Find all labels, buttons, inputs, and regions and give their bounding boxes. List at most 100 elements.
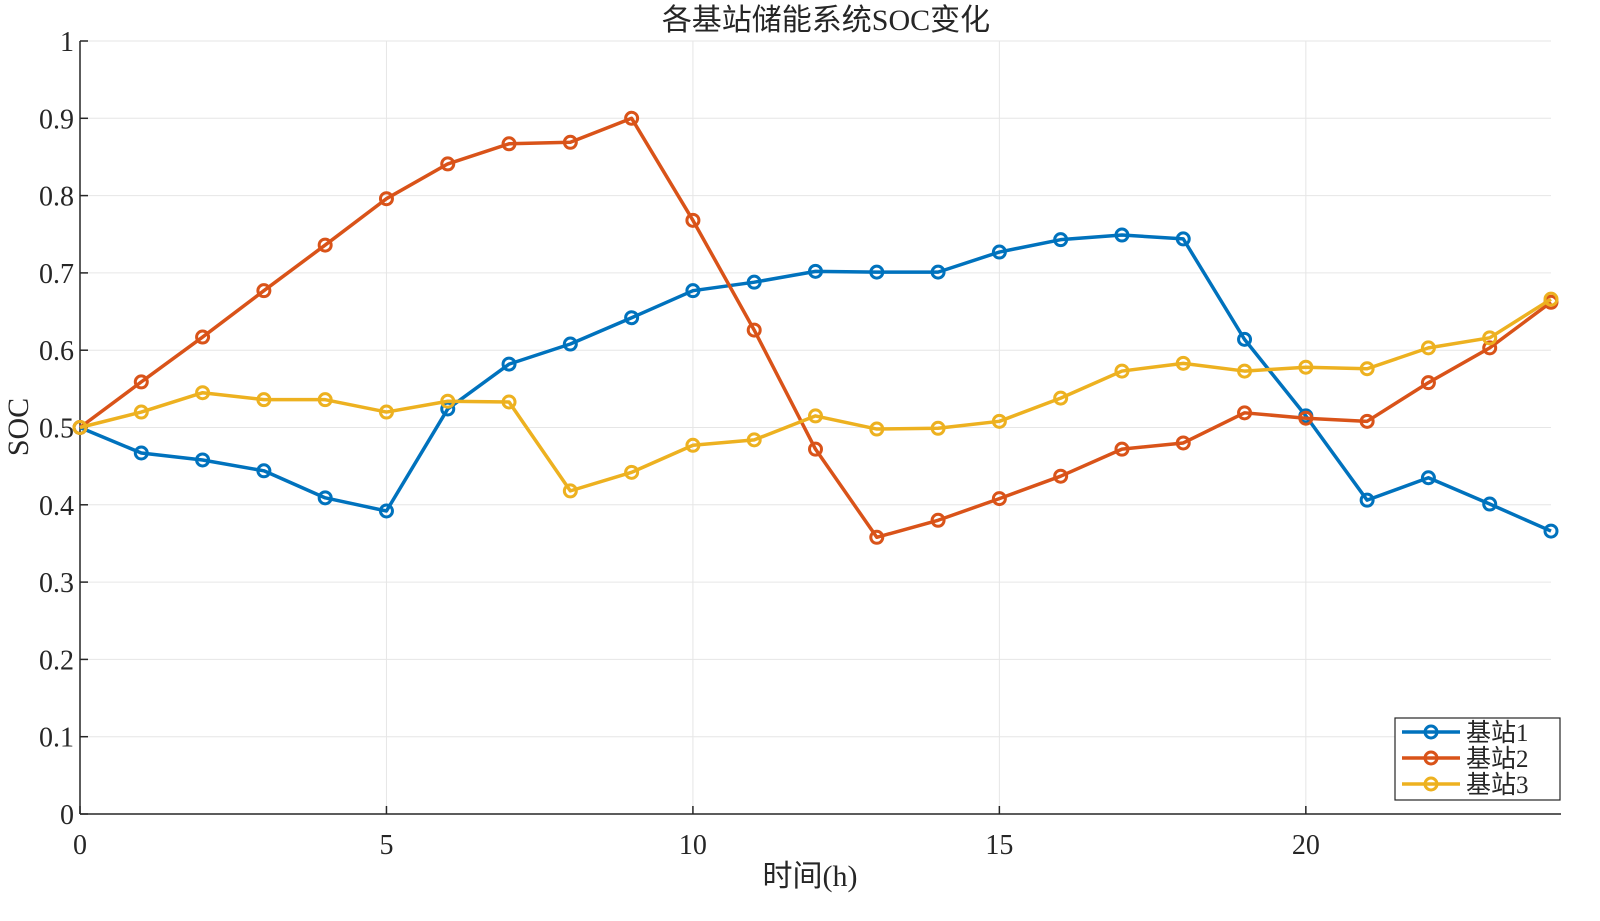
x-tick-label: 20 (1292, 830, 1320, 861)
x-tick-label: 10 (679, 830, 707, 861)
y-tick-label: 0.6 (39, 336, 74, 367)
legend-item: 基站2 (1402, 745, 1529, 773)
data-point (1543, 291, 1559, 307)
legend-label: 基站3 (1466, 771, 1529, 799)
data-point (808, 441, 823, 457)
grid (79, 40, 1551, 815)
data-point (440, 393, 456, 409)
y-tick-label: 0.5 (39, 414, 74, 445)
data-point (991, 491, 1007, 507)
data-point (869, 264, 885, 280)
series-line (79, 233, 1552, 533)
data-point (1053, 390, 1069, 406)
data-point (1114, 441, 1130, 457)
data-point (501, 394, 517, 410)
legend-marker (1423, 776, 1439, 792)
data-point (930, 512, 946, 528)
legend-item: 基站1 (1402, 719, 1529, 747)
data-point (562, 134, 578, 150)
data-point (440, 156, 456, 172)
data-point (624, 110, 640, 126)
data-point (991, 244, 1007, 260)
data-point (869, 421, 885, 437)
x-tick-label: 5 (379, 830, 393, 861)
chart-title: 各基站储能系统SOC变化 (662, 4, 990, 37)
data-point (256, 283, 272, 299)
legend-label: 基站2 (1466, 745, 1529, 773)
axes: 0 5 10 15 20 0 0.1 0.2 0.3 0.4 0.5 0.6 0.7 0.8 0.9 1 (39, 27, 1561, 861)
data-point (1482, 340, 1498, 356)
data-point (378, 404, 394, 420)
data-point (746, 432, 762, 448)
y-tick-label: 0.4 (39, 491, 74, 522)
series-1 (72, 227, 1559, 539)
legend-label: 基站1 (1466, 719, 1529, 747)
y-axis-label: SOC (2, 398, 35, 456)
legend-item: 基站3 (1402, 771, 1529, 799)
data-point (195, 385, 211, 401)
data-point (1175, 355, 1191, 371)
data-point (317, 392, 333, 408)
data-point (1482, 330, 1498, 346)
data-point (317, 237, 333, 253)
data-point (685, 437, 701, 453)
y-tick-label: 0 (60, 800, 74, 831)
data-point (869, 529, 885, 545)
data-point (1298, 410, 1314, 426)
data-point (1359, 413, 1375, 429)
data-point (1237, 405, 1253, 421)
data-point (624, 310, 640, 326)
series-line (78, 116, 1553, 540)
data-point (808, 263, 823, 279)
data-point (1237, 331, 1253, 347)
data-point (378, 191, 394, 207)
series-2 (72, 110, 1559, 545)
y-tick-label: 0.9 (39, 104, 74, 135)
data-point (378, 503, 394, 519)
data-point (256, 463, 272, 479)
y-tick-label: 0.1 (39, 723, 74, 754)
series-group (72, 110, 1559, 545)
y-tick-label: 0.2 (39, 645, 74, 676)
data-point (562, 336, 578, 352)
data-point (1420, 375, 1436, 391)
y-tick-label: 1 (60, 27, 74, 58)
data-point (1114, 363, 1130, 379)
data-point (624, 464, 640, 480)
series-3 (72, 291, 1559, 499)
data-point (1053, 468, 1069, 484)
data-point (1237, 363, 1253, 379)
y-tick-label: 0.7 (39, 259, 74, 290)
data-point (1175, 231, 1191, 247)
data-point (72, 420, 88, 435)
data-point (1359, 361, 1375, 377)
data-point (133, 374, 149, 390)
data-point (685, 212, 701, 228)
data-point (685, 283, 701, 299)
data-point (808, 408, 823, 424)
data-point (1420, 340, 1436, 356)
data-point (930, 420, 946, 436)
data-point (746, 322, 762, 338)
data-point (1359, 492, 1375, 508)
data-point (195, 452, 211, 468)
data-point (991, 413, 1007, 429)
data-point (195, 329, 211, 345)
x-axis-label: 时间(h) (763, 860, 858, 893)
data-point (501, 356, 517, 372)
y-tick-label: 0.8 (39, 182, 74, 213)
data-point (1175, 435, 1191, 451)
data-point (1482, 496, 1498, 512)
data-point (1298, 359, 1314, 375)
legend-marker (1423, 750, 1439, 766)
data-point (317, 490, 333, 506)
series-line (79, 297, 1552, 493)
data-point (1420, 470, 1436, 486)
data-point (501, 136, 517, 152)
data-point (133, 445, 149, 461)
data-point (133, 404, 149, 420)
x-tick-label: 0 (73, 830, 87, 861)
data-point (746, 274, 762, 290)
